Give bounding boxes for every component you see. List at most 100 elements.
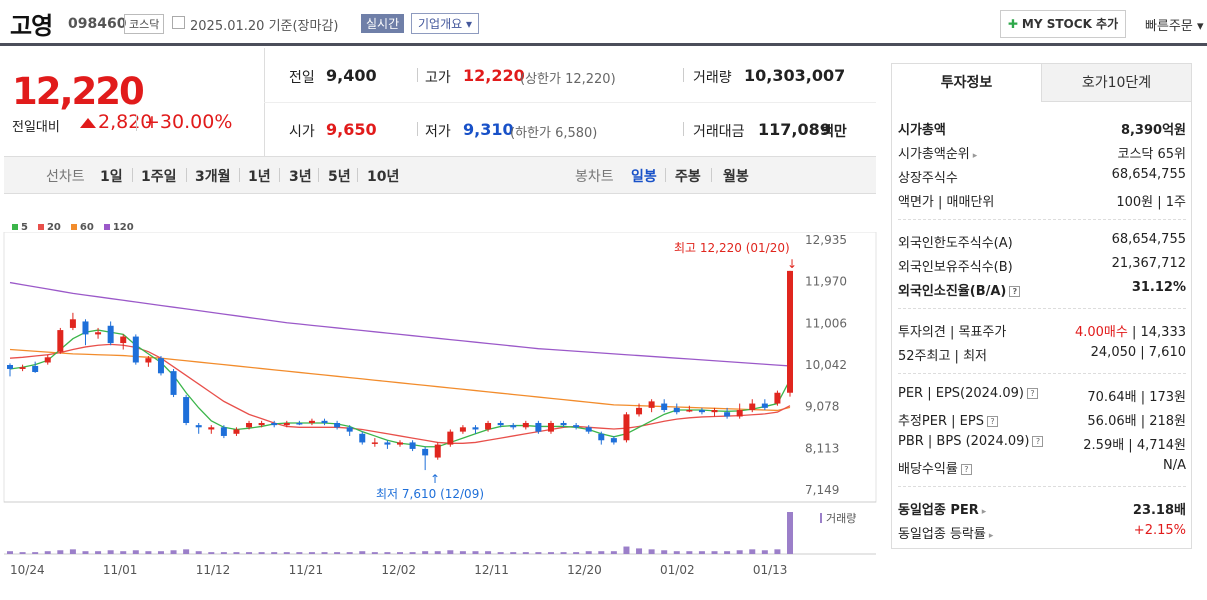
info-row: 외국인소진율(B/A)? 31.12% xyxy=(898,280,1186,300)
period-0[interactable]: 1일 xyxy=(100,169,123,185)
volume-bar xyxy=(296,552,303,554)
info-row: 시가총액 8,390억원 xyxy=(898,119,1186,139)
divider xyxy=(357,168,358,182)
period-3[interactable]: 1년 xyxy=(248,169,271,185)
candle-body xyxy=(573,425,580,428)
candle-body xyxy=(44,357,51,363)
candle-body xyxy=(447,431,454,445)
stock-chart[interactable]: 12,935 11,970 11,006 10,042 9,078 8,113 7,149 최… xyxy=(0,232,878,582)
candle-body xyxy=(208,427,215,430)
base-date: 2025.01.20 기준(장마감) xyxy=(190,19,339,34)
candle-body xyxy=(510,425,517,428)
legend-swatch xyxy=(103,224,110,230)
volume-bar xyxy=(636,548,643,554)
candle-body xyxy=(610,438,617,443)
prev-close-value: 9,400 xyxy=(326,66,377,85)
company-info-dropdown[interactable]: 기업개요 ▾ xyxy=(411,13,479,34)
investment-panel xyxy=(891,63,1192,549)
volume-value: 10,303,007 xyxy=(744,66,846,85)
help-icon[interactable]: ? xyxy=(1009,286,1021,297)
volume-bar xyxy=(422,551,429,554)
divider xyxy=(898,373,1186,374)
candle-body xyxy=(711,410,718,413)
info-value: 2.59배 | 4,714원 xyxy=(1083,438,1186,453)
x-tick-label: 11/01 xyxy=(103,563,138,577)
caret-icon[interactable]: ▸ xyxy=(981,507,987,517)
lower-limit: (하한가 6,580) xyxy=(510,126,598,141)
low-value: 9,310 xyxy=(463,120,514,139)
stock-name: 고영 xyxy=(10,12,53,40)
candle-body xyxy=(258,422,265,426)
y-tick-label: 11,006 xyxy=(805,316,847,330)
candle-body xyxy=(7,365,13,369)
info-value: 56.06배 | 218원 xyxy=(1087,414,1186,429)
line-chart-label: 선차트 xyxy=(46,169,85,185)
info-label: PER | EPS(2024.09)? xyxy=(898,386,1038,401)
y-tick-label: 9,078 xyxy=(805,400,839,414)
mystock-add-button[interactable]: ✚ MY STOCK 추가 xyxy=(1000,10,1126,38)
opinion-value: 4.00매수 xyxy=(1074,325,1128,340)
help-icon[interactable]: ? xyxy=(986,416,998,427)
info-row: 동일업종 등락률 ▸ +2.15% xyxy=(898,523,1186,543)
divider xyxy=(279,168,280,182)
info-row: 동일업종 PER ▸ 23.18배 xyxy=(898,499,1186,519)
period-5[interactable]: 5년 xyxy=(328,169,351,185)
info-value: +2.15% xyxy=(1133,523,1186,538)
volume-bar xyxy=(271,552,278,554)
divider xyxy=(239,168,240,182)
change-value: 2,820 xyxy=(80,111,152,133)
help-icon[interactable]: ? xyxy=(1026,388,1038,399)
candle-body xyxy=(547,422,554,432)
prev-close-label: 전일 xyxy=(289,70,315,86)
period-6[interactable]: 10년 xyxy=(367,169,400,185)
info-value: 70.64배 | 173원 xyxy=(1087,390,1186,405)
volume-bar xyxy=(497,552,504,554)
volume-bar xyxy=(522,552,529,554)
amount-unit: 백만 xyxy=(821,124,847,140)
volume-bar xyxy=(19,552,26,554)
candle-body xyxy=(183,397,190,423)
help-icon[interactable]: ? xyxy=(960,464,972,475)
candle-body xyxy=(434,444,441,458)
candle-body xyxy=(761,403,768,408)
candle-0[interactable]: 일봉 xyxy=(631,169,657,185)
legend-swatch xyxy=(12,224,18,230)
y-tick-label: 8,113 xyxy=(805,441,839,455)
high-value: 12,220 xyxy=(463,66,525,85)
help-icon[interactable]: ? xyxy=(1032,436,1044,447)
tab-orderbook[interactable]: 호가10단계 xyxy=(1041,64,1191,102)
candle-body xyxy=(346,427,353,432)
candle-body xyxy=(95,332,102,335)
volume-bar xyxy=(535,552,542,554)
realtime-button[interactable]: 실시간 xyxy=(361,14,405,33)
period-1[interactable]: 1주일 xyxy=(141,169,177,185)
candle-2[interactable]: 월봉 xyxy=(723,169,749,185)
info-value: 코스닥 65위 xyxy=(1117,147,1186,162)
candle-body xyxy=(598,433,605,441)
candle-body xyxy=(233,429,240,434)
candle-1[interactable]: 주봉 xyxy=(675,169,701,185)
volume-bar xyxy=(57,550,64,554)
volume-bar xyxy=(195,551,202,554)
volume-bar xyxy=(397,552,403,554)
period-4[interactable]: 3년 xyxy=(289,169,312,185)
info-label: 외국인소진율(B/A)? xyxy=(898,280,1021,299)
volume-bar xyxy=(749,549,756,554)
caret-icon[interactable]: ▸ xyxy=(972,151,978,161)
volume-bar xyxy=(308,552,315,554)
ma-line-ma60 xyxy=(9,348,791,412)
info-label: 추정PER | EPS? xyxy=(898,410,998,429)
period-2[interactable]: 3개월 xyxy=(195,169,231,185)
divider xyxy=(318,168,319,182)
info-row: PBR | BPS (2024.09)? 2.59배 | 4,714원 xyxy=(898,434,1186,454)
volume-bar xyxy=(183,549,190,554)
volume-bar xyxy=(132,550,139,554)
divider xyxy=(417,68,418,82)
info-label: 액면가 | 매매단위 xyxy=(898,195,995,210)
quick-order-dropdown[interactable]: 빠른주문 ▾ xyxy=(1145,19,1204,34)
caret-icon[interactable]: ▸ xyxy=(988,531,994,541)
volume-bar xyxy=(107,550,114,554)
candle-body xyxy=(296,422,303,425)
tab-investment-info[interactable]: 투자정보 xyxy=(892,64,1041,102)
candle-body xyxy=(220,427,227,436)
